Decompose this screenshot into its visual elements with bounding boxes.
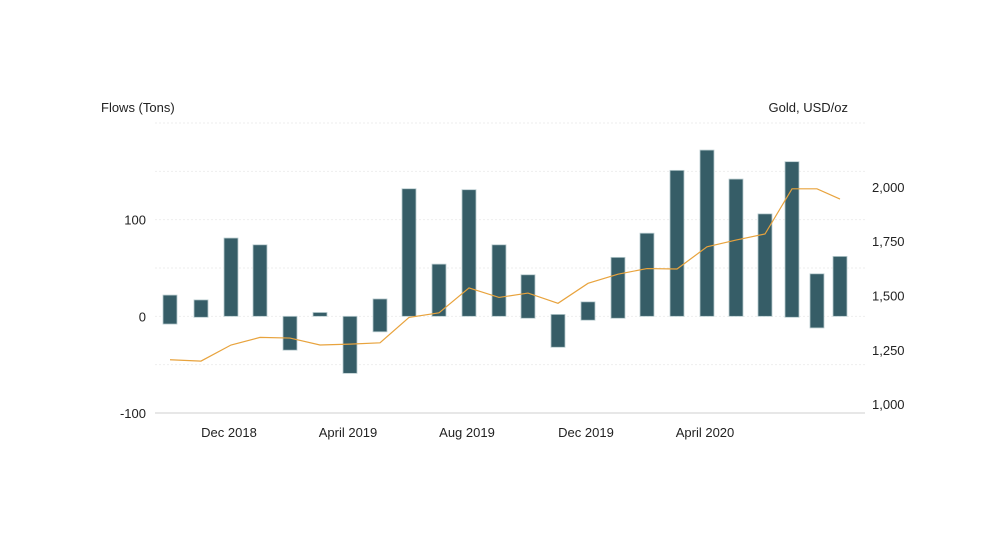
bar-jan-2019 [253,245,267,317]
bar-dec-2018 [224,238,238,316]
bar-nov-2018 [194,300,208,317]
x-tick-label: Dec 2019 [558,425,614,440]
right-axis-ticks: 1,000 1,250 1,500 1,750 2,000 [872,180,905,412]
x-tick-label: Dec 2018 [201,425,257,440]
left-axis-title: Flows (Tons) [101,100,175,115]
right-tick-label: 2,000 [872,180,905,195]
bar-sep-2019 [492,245,506,317]
bar-jan-2020 [611,257,625,318]
x-tick-label: April 2020 [676,425,735,440]
bar-nov-2019 [551,314,565,347]
left-tick-label: -100 [120,406,146,421]
bar-feb-2019 [283,316,297,350]
x-tick-label: Aug 2019 [439,425,495,440]
right-tick-label: 1,000 [872,397,905,412]
bar-feb-2020 [640,233,654,316]
bar-mar-2019 [313,312,327,316]
right-tick-label: 1,750 [872,234,905,249]
bar-jun-2020 [758,214,772,316]
left-tick-label: 0 [139,309,146,324]
bar-mar-2020 [670,170,684,316]
bar-dec-2019 [581,302,595,320]
left-tick-label: 100 [124,213,146,228]
bar-may-2020 [729,179,743,316]
bar-aug-2020 [810,274,824,328]
bar-aug-2019 [462,190,476,317]
bar-sep-2020 [833,256,847,316]
bar-jul-2020 [785,162,799,318]
right-tick-label: 1,500 [872,288,905,303]
bar-oct-2019 [521,275,535,319]
flow-bars [163,150,847,373]
x-axis-ticks: Dec 2018 April 2019 Aug 2019 Dec 2019 April … [201,425,734,440]
bar-april-2020 [700,150,714,316]
left-axis-ticks: -100 0 100 [120,213,146,421]
right-tick-label: 1,250 [872,343,905,358]
bar-jun-2019 [402,189,416,317]
x-tick-label: April 2019 [319,425,378,440]
bar-oct-2018 [163,295,177,324]
bar-may-2019 [373,299,387,332]
right-axis-title: Gold, USD/oz [769,100,848,115]
